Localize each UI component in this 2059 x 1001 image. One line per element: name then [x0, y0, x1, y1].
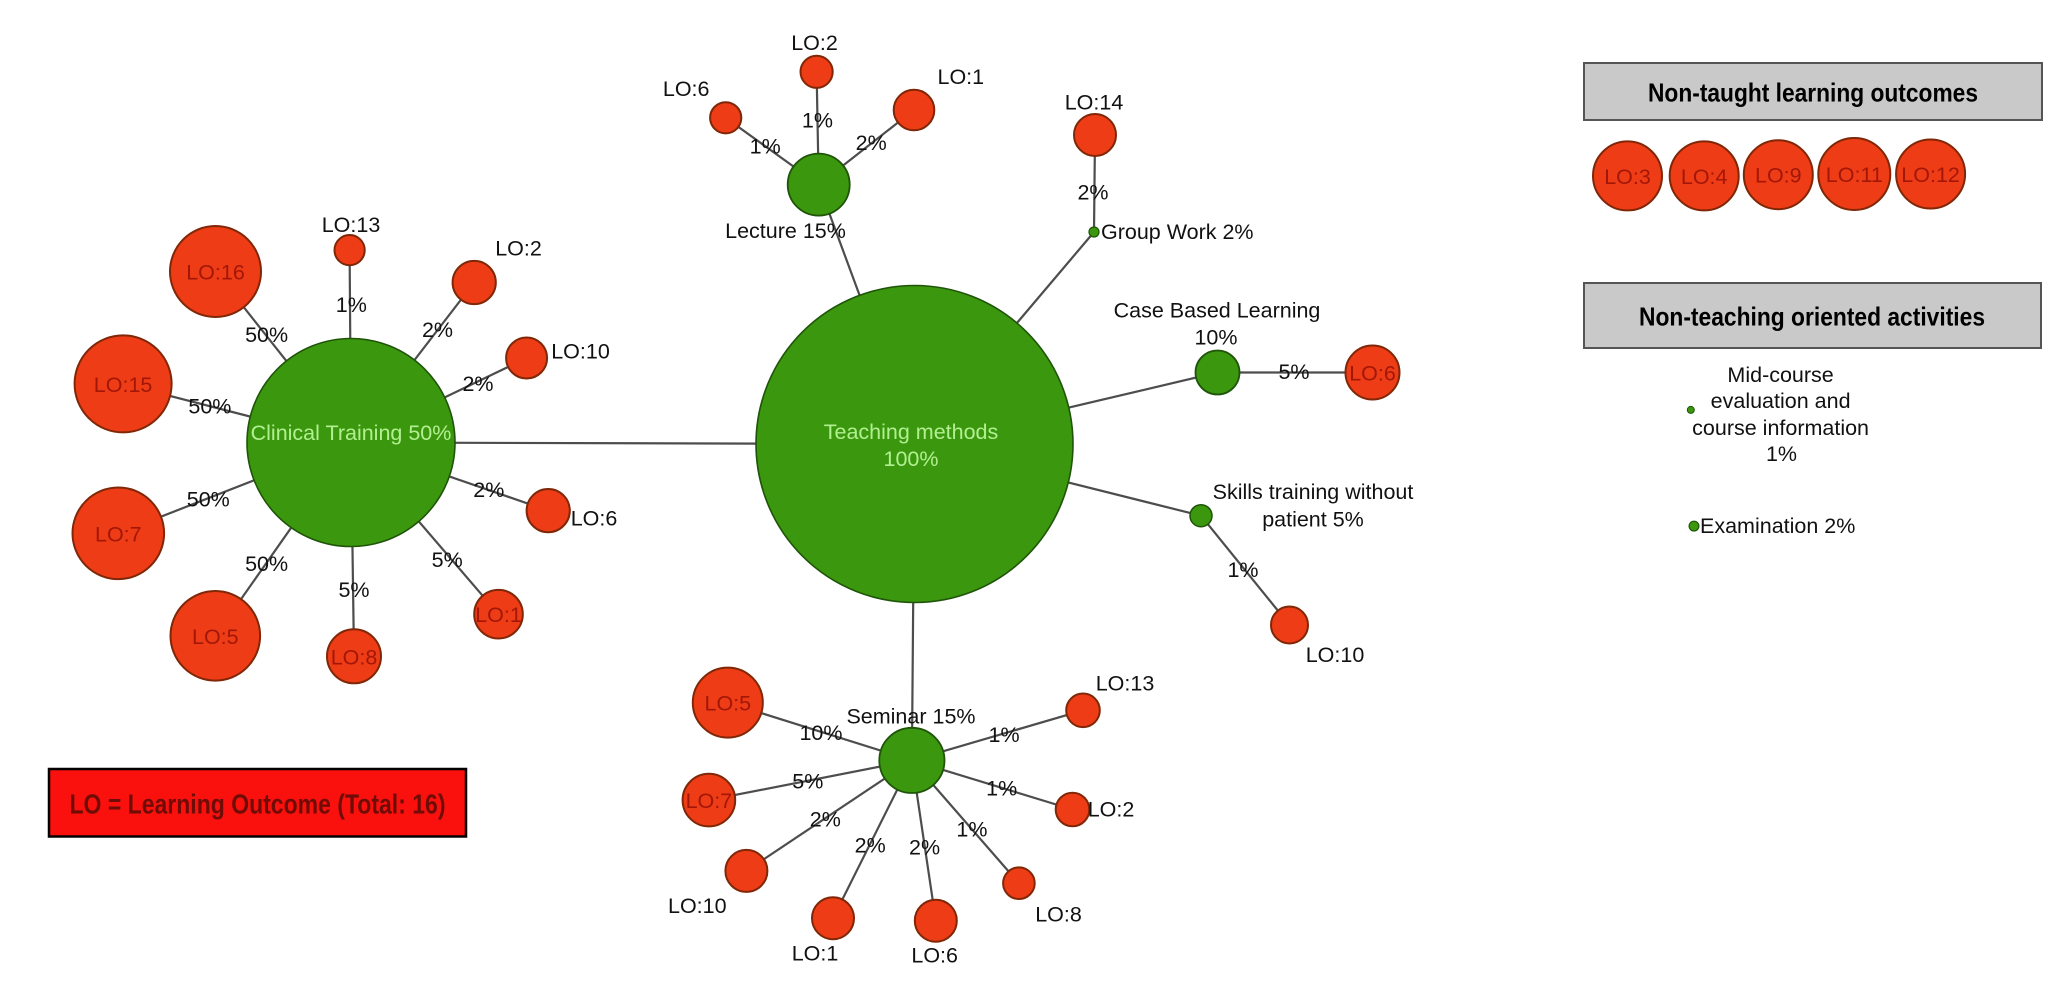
- svg-text:1%: 1%: [802, 108, 833, 132]
- svg-text:LO:6: LO:6: [571, 507, 618, 531]
- svg-text:2%: 2%: [856, 131, 887, 155]
- svg-text:2%: 2%: [422, 318, 453, 342]
- svg-text:2%: 2%: [909, 835, 940, 859]
- svg-text:2%: 2%: [1077, 181, 1108, 205]
- svg-text:Group Work 2%: Group Work 2%: [1101, 220, 1254, 244]
- svg-text:LO:9: LO:9: [1755, 164, 1802, 188]
- svg-text:Examination 2%: Examination 2%: [1700, 514, 1855, 538]
- svg-text:LO:13: LO:13: [1096, 671, 1155, 695]
- svg-text:1%: 1%: [1766, 442, 1797, 466]
- svg-text:Seminar 15%: Seminar 15%: [846, 705, 975, 729]
- svg-text:1%: 1%: [989, 723, 1020, 747]
- svg-text:2%: 2%: [462, 372, 493, 396]
- svg-text:Teaching methods: Teaching methods: [824, 420, 999, 444]
- svg-text:5%: 5%: [338, 578, 369, 602]
- svg-text:course information: course information: [1692, 416, 1869, 440]
- svg-text:50%: 50%: [188, 395, 231, 419]
- svg-text:50%: 50%: [245, 552, 288, 576]
- svg-text:LO:11: LO:11: [1826, 163, 1883, 187]
- svg-text:LO:4: LO:4: [1681, 165, 1728, 189]
- svg-text:1%: 1%: [336, 293, 367, 317]
- svg-text:100%: 100%: [884, 447, 939, 471]
- svg-text:Non-taught learning outcomes: Non-taught learning outcomes: [1648, 78, 1978, 108]
- svg-text:5%: 5%: [792, 770, 823, 794]
- svg-text:LO:2: LO:2: [791, 31, 838, 55]
- svg-text:Clinical Training 50%: Clinical Training 50%: [251, 421, 452, 445]
- svg-text:LO:2: LO:2: [495, 237, 542, 261]
- svg-text:LO:6: LO:6: [663, 77, 710, 101]
- svg-text:2%: 2%: [810, 807, 841, 831]
- svg-text:LO:15: LO:15: [94, 373, 153, 397]
- svg-text:LO:8: LO:8: [331, 645, 378, 669]
- svg-text:patient 5%: patient 5%: [1262, 508, 1364, 532]
- svg-text:LO:1: LO:1: [937, 65, 984, 89]
- svg-text:LO:7: LO:7: [95, 522, 142, 546]
- svg-text:10%: 10%: [1194, 326, 1237, 350]
- svg-text:1%: 1%: [956, 818, 987, 842]
- svg-text:10%: 10%: [799, 721, 842, 745]
- svg-text:LO = Learning Outcome (Total:: LO = Learning Outcome (Total: 16): [70, 789, 446, 820]
- svg-text:evaluation and: evaluation and: [1711, 389, 1851, 413]
- svg-text:LO:6: LO:6: [1349, 362, 1396, 386]
- svg-text:1%: 1%: [986, 777, 1017, 801]
- svg-text:LO:12: LO:12: [1901, 163, 1960, 187]
- svg-text:LO:13: LO:13: [322, 213, 381, 237]
- svg-text:Mid-course: Mid-course: [1727, 363, 1833, 387]
- svg-text:LO:8: LO:8: [1035, 903, 1082, 927]
- svg-text:50%: 50%: [187, 487, 230, 511]
- svg-text:LO:1: LO:1: [475, 603, 522, 627]
- svg-text:LO:1: LO:1: [792, 941, 839, 965]
- svg-text:Skills training without: Skills training without: [1213, 480, 1414, 504]
- svg-text:LO:14: LO:14: [1065, 91, 1124, 115]
- svg-text:LO:16: LO:16: [186, 261, 245, 285]
- svg-text:Non-teaching oriented activiti: Non-teaching oriented activities: [1639, 302, 1985, 332]
- svg-text:5%: 5%: [432, 548, 463, 572]
- svg-text:1%: 1%: [750, 134, 781, 158]
- svg-text:LO:7: LO:7: [686, 789, 733, 813]
- svg-text:1%: 1%: [1227, 558, 1258, 582]
- svg-text:LO:10: LO:10: [1306, 643, 1365, 667]
- svg-text:LO:10: LO:10: [668, 894, 727, 918]
- svg-text:Case Based Learning: Case Based Learning: [1114, 299, 1321, 323]
- svg-text:LO:6: LO:6: [911, 944, 958, 968]
- svg-text:50%: 50%: [245, 323, 288, 347]
- svg-text:Lecture 15%: Lecture 15%: [725, 219, 846, 243]
- svg-text:2%: 2%: [855, 834, 886, 858]
- svg-text:LO:5: LO:5: [704, 692, 751, 716]
- svg-text:2%: 2%: [473, 478, 504, 502]
- svg-text:LO:2: LO:2: [1088, 798, 1135, 822]
- svg-text:LO:5: LO:5: [192, 625, 239, 649]
- svg-text:LO:10: LO:10: [551, 340, 610, 364]
- svg-text:5%: 5%: [1278, 360, 1309, 384]
- svg-text:LO:3: LO:3: [1604, 165, 1651, 189]
